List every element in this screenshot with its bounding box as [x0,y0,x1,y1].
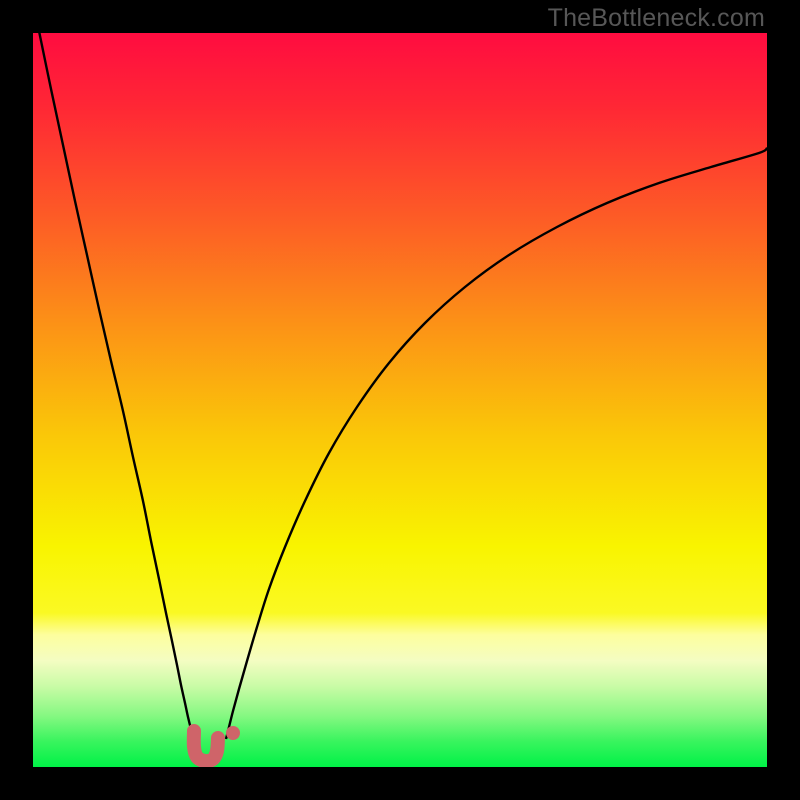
watermark-text: TheBottleneck.com [548,4,765,33]
plot-area [33,33,767,767]
gradient-background [33,33,767,767]
